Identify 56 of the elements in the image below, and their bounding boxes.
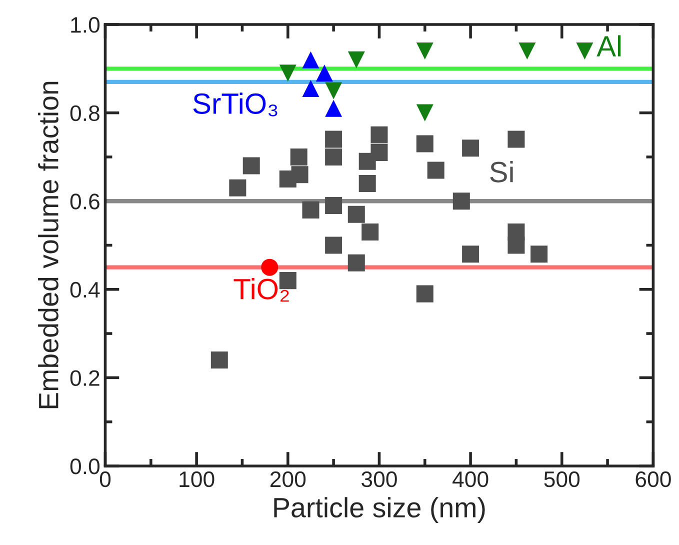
point — [427, 162, 444, 179]
point — [290, 148, 308, 166]
point — [462, 246, 480, 263]
point — [302, 80, 320, 98]
point — [348, 51, 365, 68]
y-tick-label: 0.4 — [70, 282, 100, 298]
point — [229, 179, 246, 196]
x-tick-label: 400 — [452, 471, 488, 488]
point — [325, 130, 342, 148]
series-label: Si — [490, 161, 513, 182]
point — [462, 140, 480, 157]
point — [530, 246, 548, 263]
x-tick-label: 300 — [362, 471, 397, 488]
point — [325, 197, 342, 214]
y-tick-label: 0.0 — [70, 458, 100, 474]
y-tick-label: 1.0 — [71, 17, 100, 33]
point — [358, 174, 376, 192]
series-label: TiO₂ — [234, 278, 289, 302]
point — [416, 135, 434, 152]
point — [316, 64, 333, 82]
point — [362, 224, 379, 241]
point — [576, 42, 594, 60]
x-tick-label: 0 — [100, 471, 111, 488]
x-tick-label: 200 — [270, 471, 306, 488]
point — [416, 285, 434, 302]
point — [416, 104, 434, 122]
point — [348, 206, 365, 223]
point — [370, 144, 388, 162]
point — [508, 130, 525, 148]
point — [508, 236, 525, 254]
point — [325, 236, 342, 254]
point — [325, 148, 342, 166]
x-axis-title: Particle size (nm) — [274, 497, 485, 523]
y-tick-label: 0.8 — [70, 105, 100, 122]
x-tick-label: 100 — [180, 471, 214, 488]
x-tick-label: 600 — [636, 471, 671, 488]
point — [279, 64, 296, 82]
point — [302, 201, 320, 218]
point — [518, 42, 536, 60]
point — [261, 258, 278, 276]
point — [302, 51, 320, 68]
y-axis-title: Embedded volume fraction — [38, 82, 58, 408]
point — [242, 157, 260, 174]
point — [325, 82, 342, 100]
series-label: SrTiO₃ — [193, 92, 278, 116]
series-label: Al — [596, 35, 621, 56]
y-tick-label: 0.2 — [70, 370, 100, 386]
point — [416, 42, 434, 60]
point — [325, 100, 342, 117]
point — [370, 126, 388, 144]
point — [452, 192, 470, 210]
point — [291, 166, 308, 184]
point — [348, 254, 365, 272]
x-tick-label: 500 — [544, 471, 580, 488]
point — [210, 352, 228, 369]
y-tick-label: 0.6 — [70, 194, 100, 210]
